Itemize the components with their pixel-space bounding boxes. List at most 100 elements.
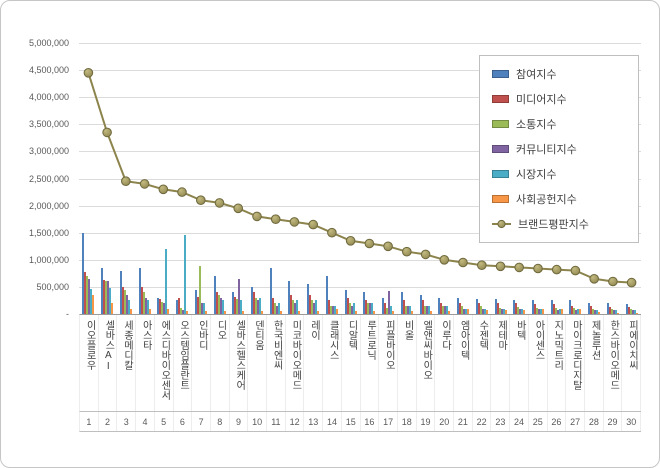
bar-group xyxy=(304,43,323,314)
category-label: 아이센스 xyxy=(532,320,544,360)
bar xyxy=(373,311,376,314)
bar xyxy=(213,276,216,314)
legend-swatch-icon xyxy=(492,95,509,103)
bar xyxy=(523,309,526,314)
bar xyxy=(234,296,237,314)
bar xyxy=(240,300,243,314)
bar xyxy=(119,270,122,314)
bar xyxy=(354,311,357,314)
category-label: 이루다 xyxy=(439,320,451,350)
line-marker xyxy=(214,198,225,208)
bar-group xyxy=(323,43,342,314)
bar xyxy=(144,297,147,314)
line-marker xyxy=(420,249,431,260)
bar xyxy=(494,298,497,314)
gridline xyxy=(79,70,641,72)
bar xyxy=(483,308,486,314)
bar xyxy=(198,266,201,314)
bar xyxy=(594,309,597,314)
legend-line-marker-icon xyxy=(492,219,511,229)
rank-label: 15 xyxy=(342,412,361,431)
bar xyxy=(317,311,320,314)
bar xyxy=(123,289,126,314)
bar-group xyxy=(416,43,435,314)
legend-item: 브랜드평판지수 xyxy=(492,216,626,232)
category-label-cell: 셀바스AI xyxy=(99,315,118,411)
bar xyxy=(236,298,239,314)
bar xyxy=(461,305,464,314)
bar xyxy=(315,300,318,314)
category-label-cell: 지노믹트리 xyxy=(548,315,567,411)
line-marker xyxy=(589,274,600,284)
bar xyxy=(127,300,130,314)
category-label-cell: 비올 xyxy=(398,315,417,411)
category-label: 엘앤씨바이오 xyxy=(420,320,432,380)
bar xyxy=(182,309,185,314)
category-label: 마이크로디지탈 xyxy=(570,320,582,390)
category-label: 레이 xyxy=(308,320,320,340)
bar xyxy=(596,309,599,314)
bar xyxy=(346,297,349,314)
bar xyxy=(350,305,353,314)
bar xyxy=(610,308,613,314)
line-marker xyxy=(514,262,525,273)
legend-item: 참여지수 xyxy=(492,66,626,82)
category-label-cell: 마이크로디지탈 xyxy=(566,315,585,411)
bar xyxy=(369,303,372,314)
bar xyxy=(485,310,488,314)
bar xyxy=(500,308,503,314)
line-marker xyxy=(308,219,318,230)
bar xyxy=(400,292,403,314)
bar xyxy=(517,306,520,314)
bar xyxy=(142,292,145,314)
bar xyxy=(631,310,634,314)
line-marker xyxy=(83,68,94,78)
bar xyxy=(107,281,110,314)
category-label-cell: 제놀루션 xyxy=(585,315,604,411)
bar-group xyxy=(341,43,360,314)
bar xyxy=(109,287,112,314)
legend-label: 브랜드평판지수 xyxy=(518,219,589,231)
category-label-cell: 엘앤씨바이오 xyxy=(417,315,436,411)
rank-label: 23 xyxy=(491,412,511,431)
bar xyxy=(392,311,395,314)
rank-label: 9 xyxy=(230,412,249,431)
bar xyxy=(296,300,299,314)
line-marker xyxy=(364,238,375,249)
bar xyxy=(444,305,447,314)
bar xyxy=(410,311,413,314)
bar xyxy=(325,276,328,314)
bar xyxy=(552,304,555,314)
x-axis-category-labels: 이오플로우 셀바스AI 세종메디칼 아스타 에스디바이오센서 오스템임플란트 인바디 디오 셀바… xyxy=(79,314,642,411)
category-label-cell: 클래시스 xyxy=(323,315,342,411)
bar xyxy=(608,306,611,314)
legend-item: 시장지수 xyxy=(492,166,626,182)
gridline xyxy=(79,151,641,153)
rank-label: 12 xyxy=(286,412,305,431)
bar xyxy=(388,290,391,314)
line-marker xyxy=(252,211,262,222)
legend-swatch-icon xyxy=(492,195,509,203)
legend-item: 사회공헌지수 xyxy=(492,191,626,207)
bar xyxy=(335,308,338,314)
bar xyxy=(180,307,183,314)
legend-item: 소통지수 xyxy=(492,116,626,132)
bar xyxy=(627,306,630,314)
bar xyxy=(592,308,595,314)
bar-group xyxy=(266,43,285,314)
bar xyxy=(196,296,199,314)
rank-label: 21 xyxy=(454,412,473,431)
bar-group xyxy=(397,43,416,314)
bar xyxy=(161,302,164,314)
legend-item: 미디어지수 xyxy=(492,91,626,107)
rank-label: 27 xyxy=(566,412,585,431)
bar xyxy=(502,308,505,314)
category-label-cell: 제테마 xyxy=(491,315,511,411)
category-label-cell: 인바디 xyxy=(192,315,211,411)
bar xyxy=(513,300,516,314)
category-label-cell: 이오플로우 xyxy=(80,315,99,411)
bar xyxy=(560,309,563,314)
y-axis: 5,000,000 4,500,000 4,000,000 3,500,000 3,00… xyxy=(1,38,75,319)
bar xyxy=(390,305,393,314)
bar xyxy=(294,303,297,314)
